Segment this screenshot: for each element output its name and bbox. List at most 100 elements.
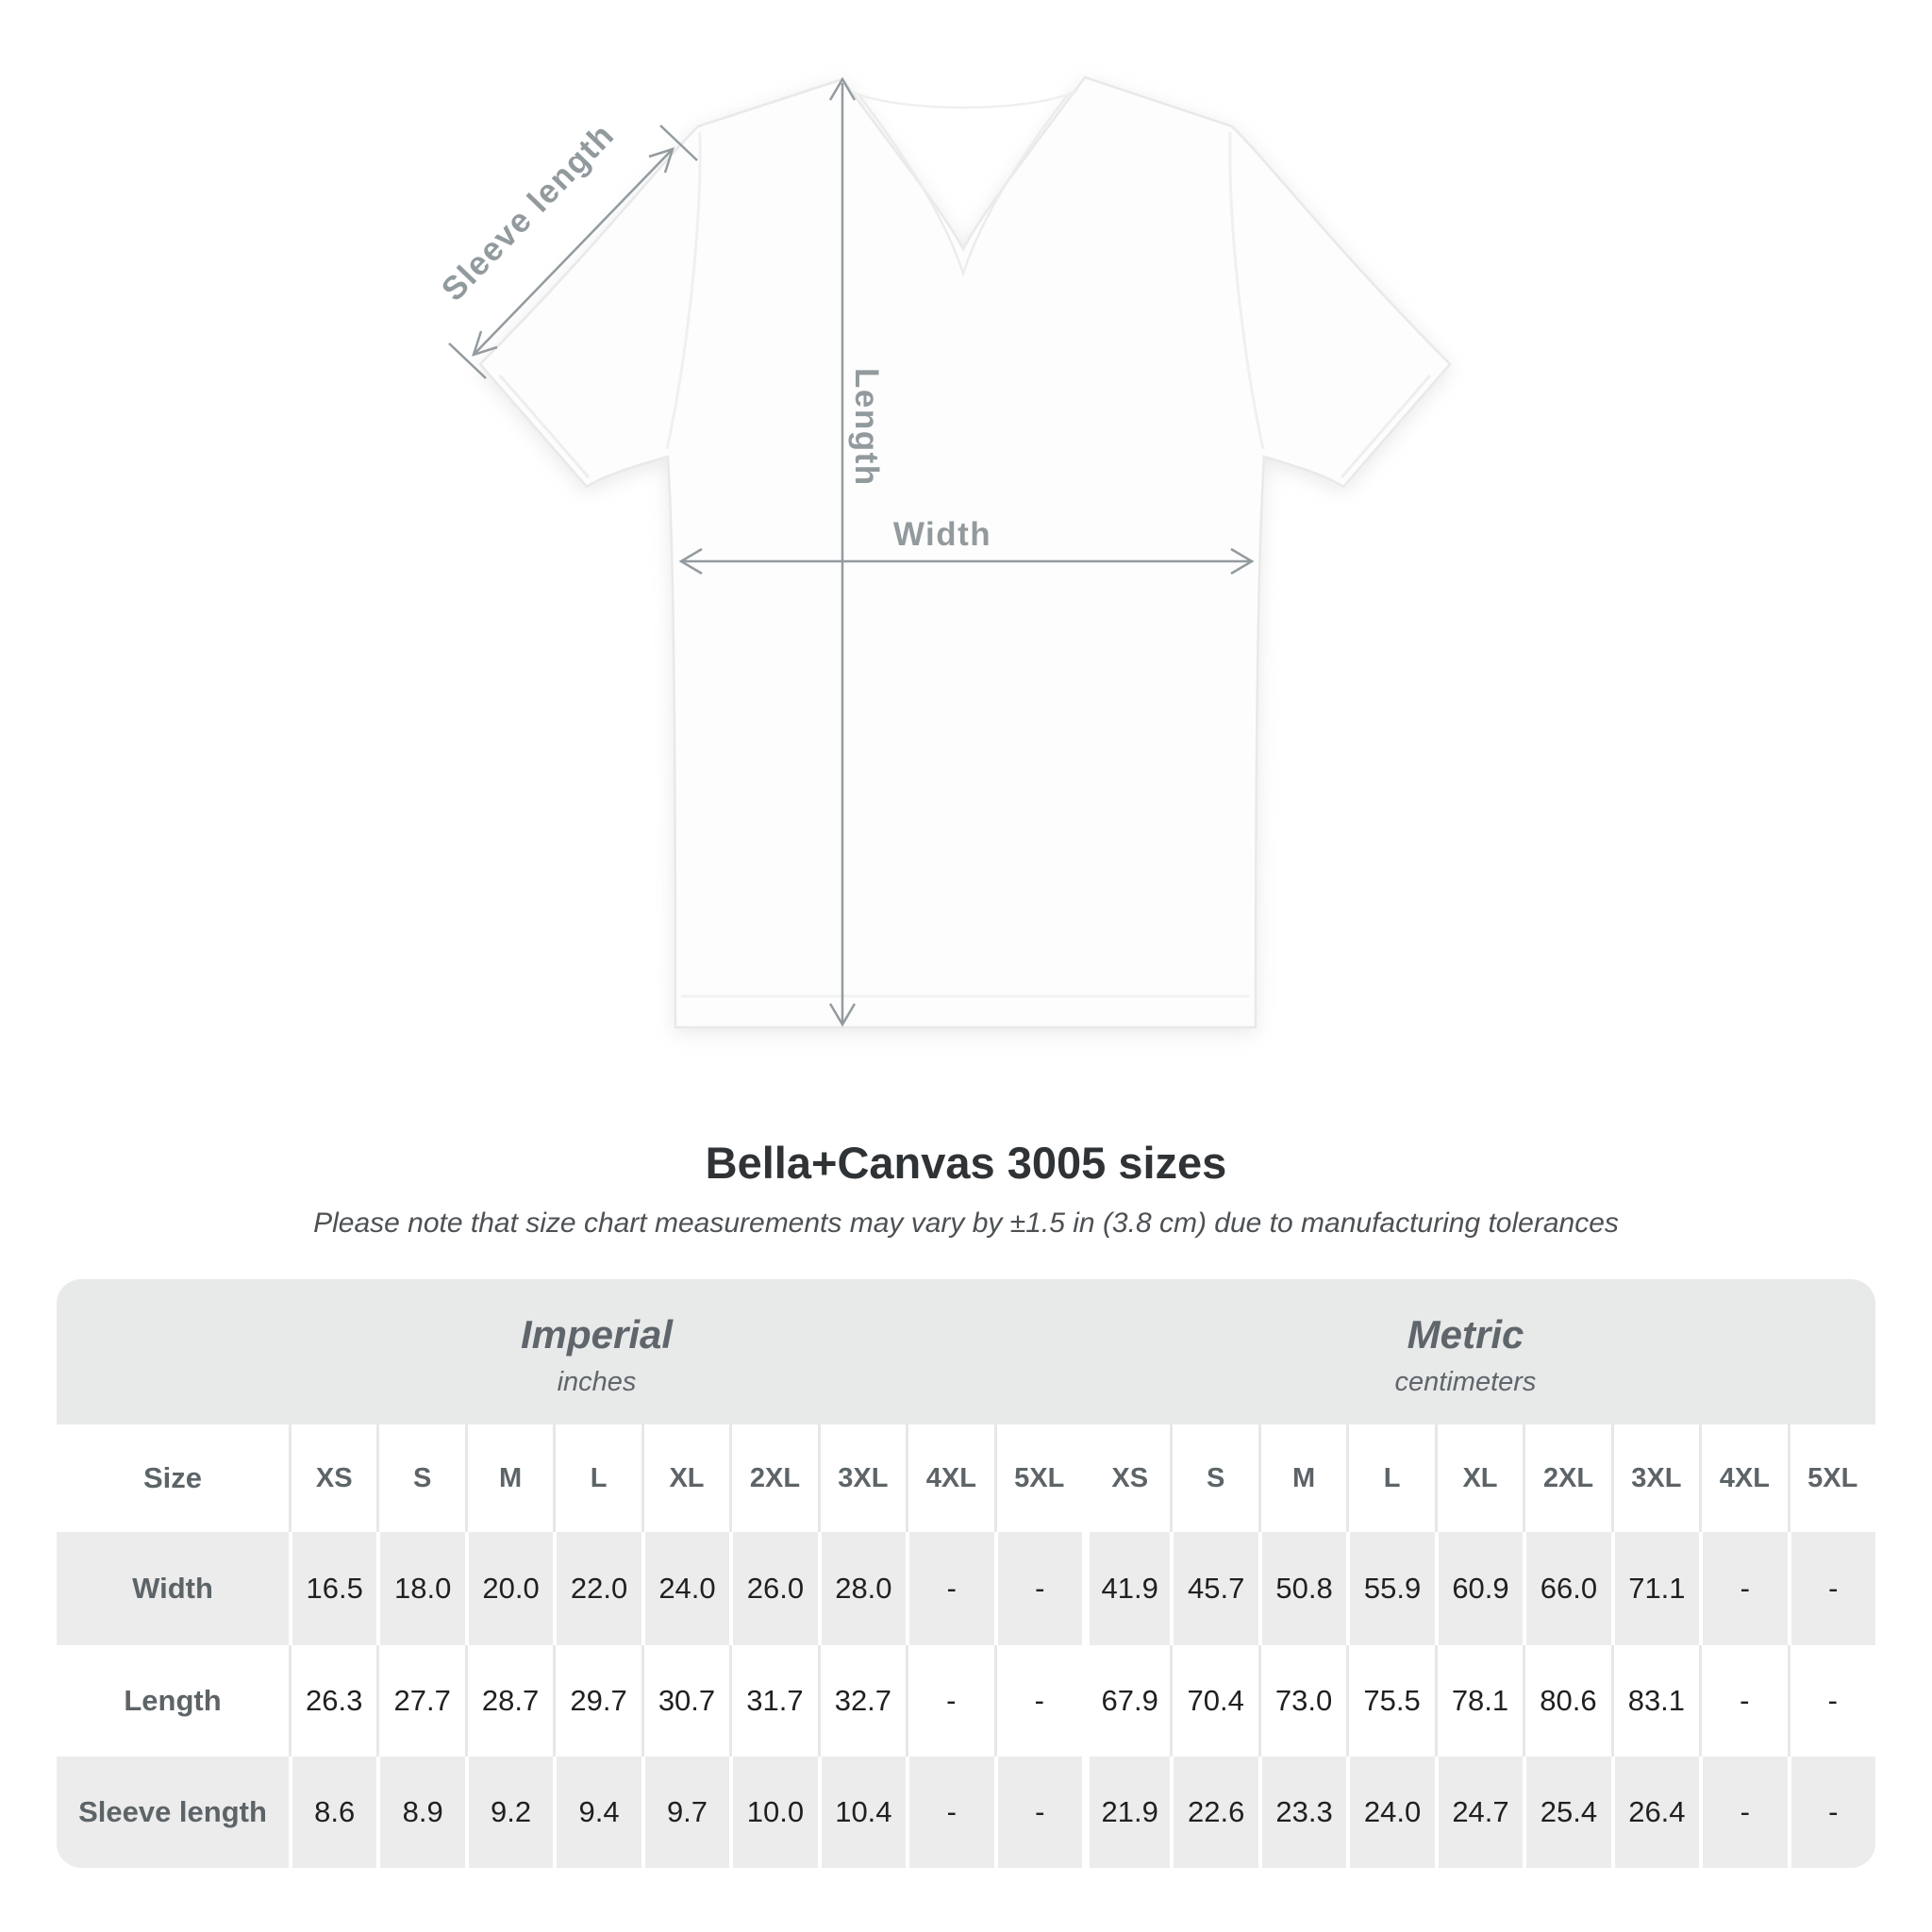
unit-banner: Imperial inches Metric centimeters	[57, 1279, 1875, 1424]
imperial-title: Imperial	[520, 1311, 674, 1357]
size-header-metric: XL	[1434, 1424, 1523, 1532]
value-cell: 67.9	[1081, 1645, 1170, 1757]
length-arrowhead-top	[828, 76, 857, 101]
value-cell: 28.7	[464, 1645, 553, 1757]
value-cell: 60.9	[1434, 1532, 1523, 1645]
right-sleeve-seam	[1228, 131, 1265, 450]
size-header-imperial: XS	[289, 1424, 376, 1532]
row-label-length: Length	[124, 1684, 222, 1717]
value-cell: 8.9	[376, 1757, 464, 1868]
value-cell: 24.7	[1434, 1757, 1523, 1868]
value-cell: 8.6	[289, 1757, 376, 1868]
size-table: Imperial inches Metric centimeters Size …	[57, 1279, 1875, 1868]
value-cell: -	[1699, 1645, 1787, 1757]
value-cell: 71.1	[1610, 1532, 1699, 1645]
size-header-metric: XS	[1081, 1424, 1170, 1532]
value-cell: 24.0	[1346, 1757, 1434, 1868]
width-row: Width 16.5 18.0 20.0 22.0 24.0 26.0 28.0…	[57, 1532, 1875, 1645]
value-cell: -	[1787, 1757, 1875, 1868]
value-cell: 26.0	[729, 1532, 817, 1645]
value-cell: 66.0	[1523, 1532, 1610, 1645]
value-cell: 26.3	[289, 1645, 376, 1757]
value-cell: -	[906, 1757, 993, 1868]
value-cell: -	[993, 1532, 1082, 1645]
value-cell: 75.5	[1346, 1645, 1434, 1757]
width-label: Width	[893, 516, 991, 553]
size-header-metric: S	[1170, 1424, 1257, 1532]
metric-unit: centimeters	[1394, 1366, 1537, 1397]
value-cell: 10.0	[729, 1757, 817, 1868]
value-cell: 70.4	[1170, 1645, 1257, 1757]
size-header-metric: 2XL	[1523, 1424, 1610, 1532]
value-cell: 83.1	[1610, 1645, 1699, 1757]
size-header-imperial: M	[464, 1424, 553, 1532]
size-column-header: Size	[142, 1461, 203, 1494]
value-cell: 55.9	[1346, 1532, 1434, 1645]
length-row: Length 26.3 27.7 28.7 29.7 30.7 31.7 32.…	[57, 1645, 1875, 1757]
value-cell: 78.1	[1434, 1645, 1523, 1757]
length-label: Length	[848, 368, 885, 487]
metric-title: Metric	[1407, 1311, 1524, 1357]
sleeve-arrow-line	[473, 148, 674, 356]
tolerance-note: Please note that size chart measurements…	[313, 1208, 1619, 1239]
value-cell: 28.0	[817, 1532, 906, 1645]
right-cuff-stitch	[1340, 375, 1432, 478]
value-cell: 10.4	[817, 1757, 906, 1868]
value-cell: 21.9	[1081, 1757, 1170, 1868]
size-header-metric: 3XL	[1610, 1424, 1699, 1532]
length-dimension	[828, 76, 857, 1027]
size-header-imperial: 3XL	[817, 1424, 906, 1532]
value-cell: 80.6	[1523, 1645, 1610, 1757]
value-cell: -	[993, 1757, 1082, 1868]
value-cell: 20.0	[464, 1532, 553, 1645]
value-cell: 9.4	[553, 1757, 641, 1868]
sleeve-length-dimension	[448, 125, 698, 379]
metric-group-header: Metric centimeters	[1084, 1279, 1875, 1424]
value-cell: 41.9	[1081, 1532, 1170, 1645]
sleeve-arrowhead-bottom	[472, 330, 498, 357]
size-header-metric: M	[1257, 1424, 1346, 1532]
tshirt-body-outline	[478, 75, 1452, 1029]
size-header-imperial: 5XL	[993, 1424, 1082, 1532]
size-header-imperial: L	[553, 1424, 641, 1532]
tshirt-measurement-diagram: Length Width Sleeve length	[435, 75, 1452, 1029]
value-cell: 30.7	[641, 1645, 729, 1757]
size-header-metric: 4XL	[1699, 1424, 1787, 1532]
size-header-metric: 5XL	[1787, 1424, 1875, 1532]
row-label-sleeve-length: Sleeve length	[78, 1795, 267, 1828]
width-arrowhead-right	[1230, 547, 1255, 575]
value-cell: 22.6	[1170, 1757, 1257, 1868]
size-header-imperial: 4XL	[906, 1424, 993, 1532]
value-cell: -	[906, 1645, 993, 1757]
collar-stitch-line	[848, 89, 1078, 109]
size-header-imperial: 2XL	[729, 1424, 817, 1532]
value-cell: 22.0	[553, 1532, 641, 1645]
sleeve-extension-tick-top	[659, 125, 698, 161]
value-cell: 27.7	[376, 1645, 464, 1757]
value-cell: 73.0	[1257, 1645, 1346, 1757]
value-cell: 16.5	[289, 1532, 376, 1645]
value-cell: -	[906, 1532, 993, 1645]
value-cell: -	[1787, 1532, 1875, 1645]
value-cell: 32.7	[817, 1645, 906, 1757]
width-arrowhead-left	[678, 547, 703, 575]
size-header-imperial: XL	[641, 1424, 729, 1532]
value-cell: -	[1787, 1645, 1875, 1757]
value-cell: -	[993, 1645, 1082, 1757]
collar-inner-line	[857, 93, 1070, 278]
value-cell: 29.7	[553, 1645, 641, 1757]
size-header-metric: L	[1346, 1424, 1434, 1532]
value-cell: 9.7	[641, 1757, 729, 1868]
value-cell: 50.8	[1257, 1532, 1346, 1645]
value-cell: 25.4	[1523, 1757, 1610, 1868]
value-cell: 9.2	[464, 1757, 553, 1868]
size-header-row: Size XS S M L XL 2XL 3XL 4XL 5XL XS S M …	[57, 1424, 1875, 1532]
left-cuff-stitch	[498, 375, 591, 478]
sleeve-extension-tick-bottom	[448, 342, 487, 379]
value-cell: 24.0	[641, 1532, 729, 1645]
imperial-unit: inches	[557, 1366, 637, 1397]
page-title: Bella+Canvas 3005 sizes	[705, 1138, 1227, 1188]
length-arrowhead-bottom	[828, 1003, 857, 1027]
width-dimension	[678, 547, 1255, 575]
